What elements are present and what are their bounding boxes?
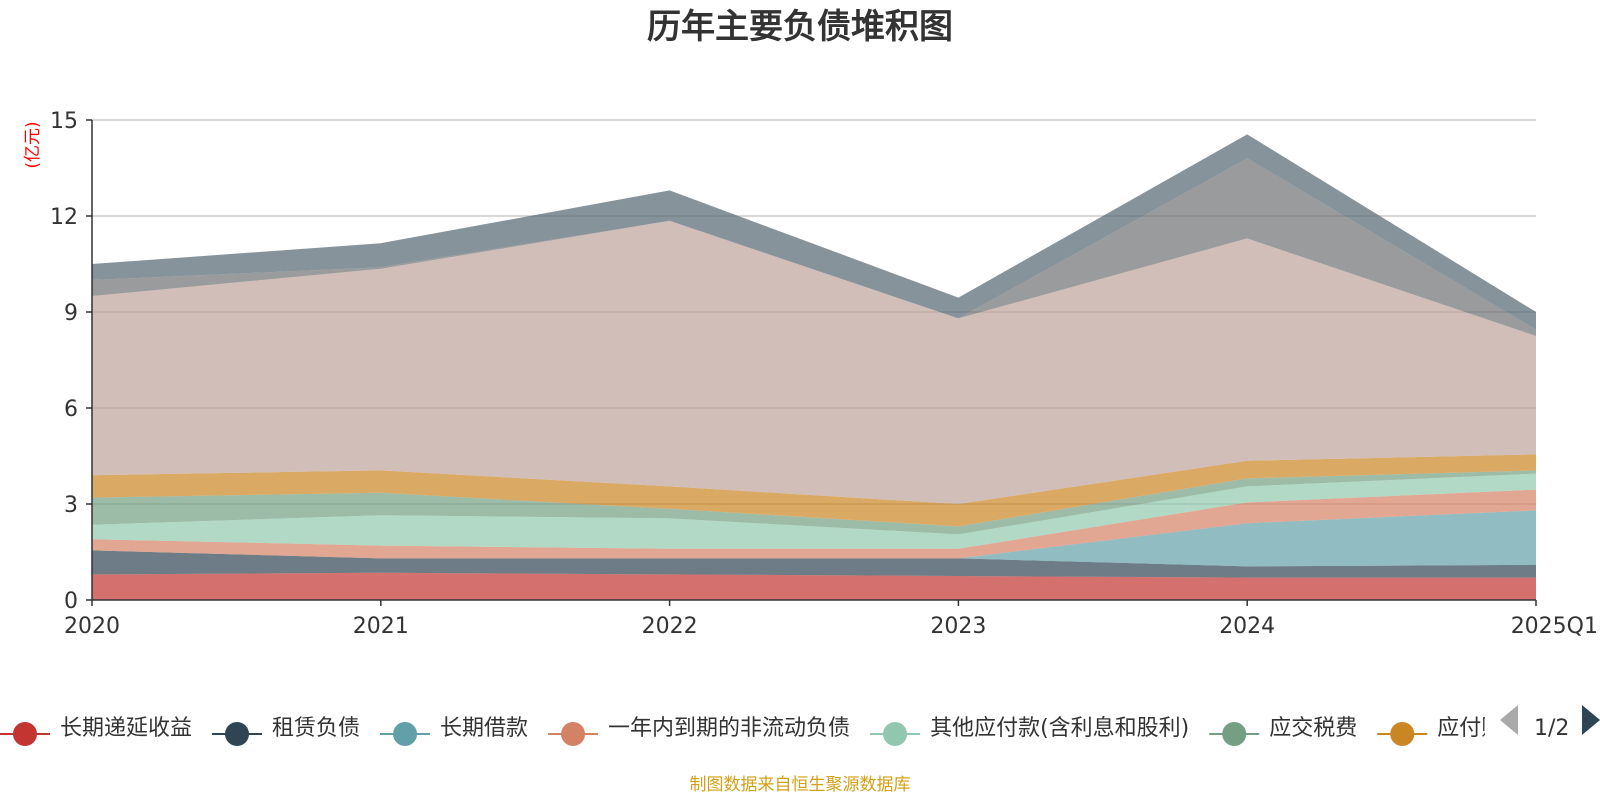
legend-label: 租赁负债: [272, 716, 360, 741]
axes: 0 3 6 9 12 15 2020 2021 2022 2023 2024 2025Q1: [50, 109, 1598, 639]
legend-label: 应付账款: [1437, 716, 1525, 741]
legend-next-page-button[interactable]: [1582, 705, 1600, 735]
data-source-note: 制图数据来自恒生聚源数据库: [690, 775, 911, 795]
y-tick-label: 6: [64, 397, 78, 422]
area-series[interactable]: [92, 470, 1536, 535]
y-axis-unit-label: (亿元): [23, 121, 43, 168]
x-tick-label: 2020: [64, 614, 120, 639]
x-tick-label: 2021: [353, 614, 409, 639]
area-series[interactable]: [92, 572, 1536, 600]
legend-label: 长期递延收益: [60, 716, 192, 741]
area-series[interactable]: [92, 134, 1536, 330]
legend-page-indicator: 1/2: [1534, 716, 1569, 741]
legend-circle-marker: [393, 722, 418, 746]
legend-prev-page-button[interactable]: [1500, 705, 1518, 735]
y-tick-label: 9: [64, 301, 78, 326]
x-tick-label: 2025Q1: [1511, 614, 1598, 639]
y-tick-label: 12: [50, 205, 78, 230]
legend-label: 应交税费: [1269, 716, 1357, 741]
legend-item[interactable]: 长期借款: [380, 716, 528, 746]
area-series[interactable]: [92, 220, 1536, 505]
legend-circle-marker: [1390, 722, 1415, 746]
legend-circle-marker: [225, 722, 250, 746]
y-tick-label: 3: [64, 493, 78, 518]
area-series[interactable]: [92, 489, 1536, 559]
legend-label: 其他应付款(含利息和股利): [930, 716, 1189, 741]
legend-item[interactable]: 应付账款: [1377, 716, 1525, 746]
legend[interactable]: 长期递延收益 租赁负债 长期借款 一年内到期的非流动负债 其他应付款(含利息和股利) 应交…: [0, 716, 1600, 746]
stacked-areas: [92, 134, 1536, 600]
legend-label: 一年内到期的非流动负债: [608, 716, 850, 741]
y-tick-label: 0: [64, 589, 78, 614]
area-series[interactable]: [92, 454, 1536, 527]
legend-circle-marker: [13, 722, 37, 746]
x-tick-label: 2024: [1219, 614, 1275, 639]
legend-item[interactable]: 其他应付款(含利息和股利): [870, 716, 1189, 746]
area-series[interactable]: [92, 473, 1536, 549]
y-tick-label: 15: [50, 109, 78, 134]
legend-label: 长期借款: [440, 716, 528, 741]
legend-circle-marker: [1222, 722, 1247, 746]
area-series[interactable]: [92, 510, 1536, 567]
legend-circle-marker: [883, 722, 908, 746]
legend-item[interactable]: 一年内到期的非流动负债: [548, 716, 850, 746]
x-tick-label: 2022: [642, 614, 698, 639]
legend-circle-marker: [561, 722, 586, 746]
legend-pager: 1/2: [1500, 705, 1600, 741]
legend-item[interactable]: 租赁负债: [212, 716, 360, 746]
area-series[interactable]: [92, 550, 1536, 578]
x-tick-label: 2023: [930, 614, 986, 639]
legend-item[interactable]: 长期递延收益: [0, 716, 192, 746]
chart-title: 历年主要负债堆积图: [647, 7, 953, 47]
legend-item[interactable]: 应交税费: [1209, 716, 1357, 746]
area-series[interactable]: [92, 158, 1536, 336]
